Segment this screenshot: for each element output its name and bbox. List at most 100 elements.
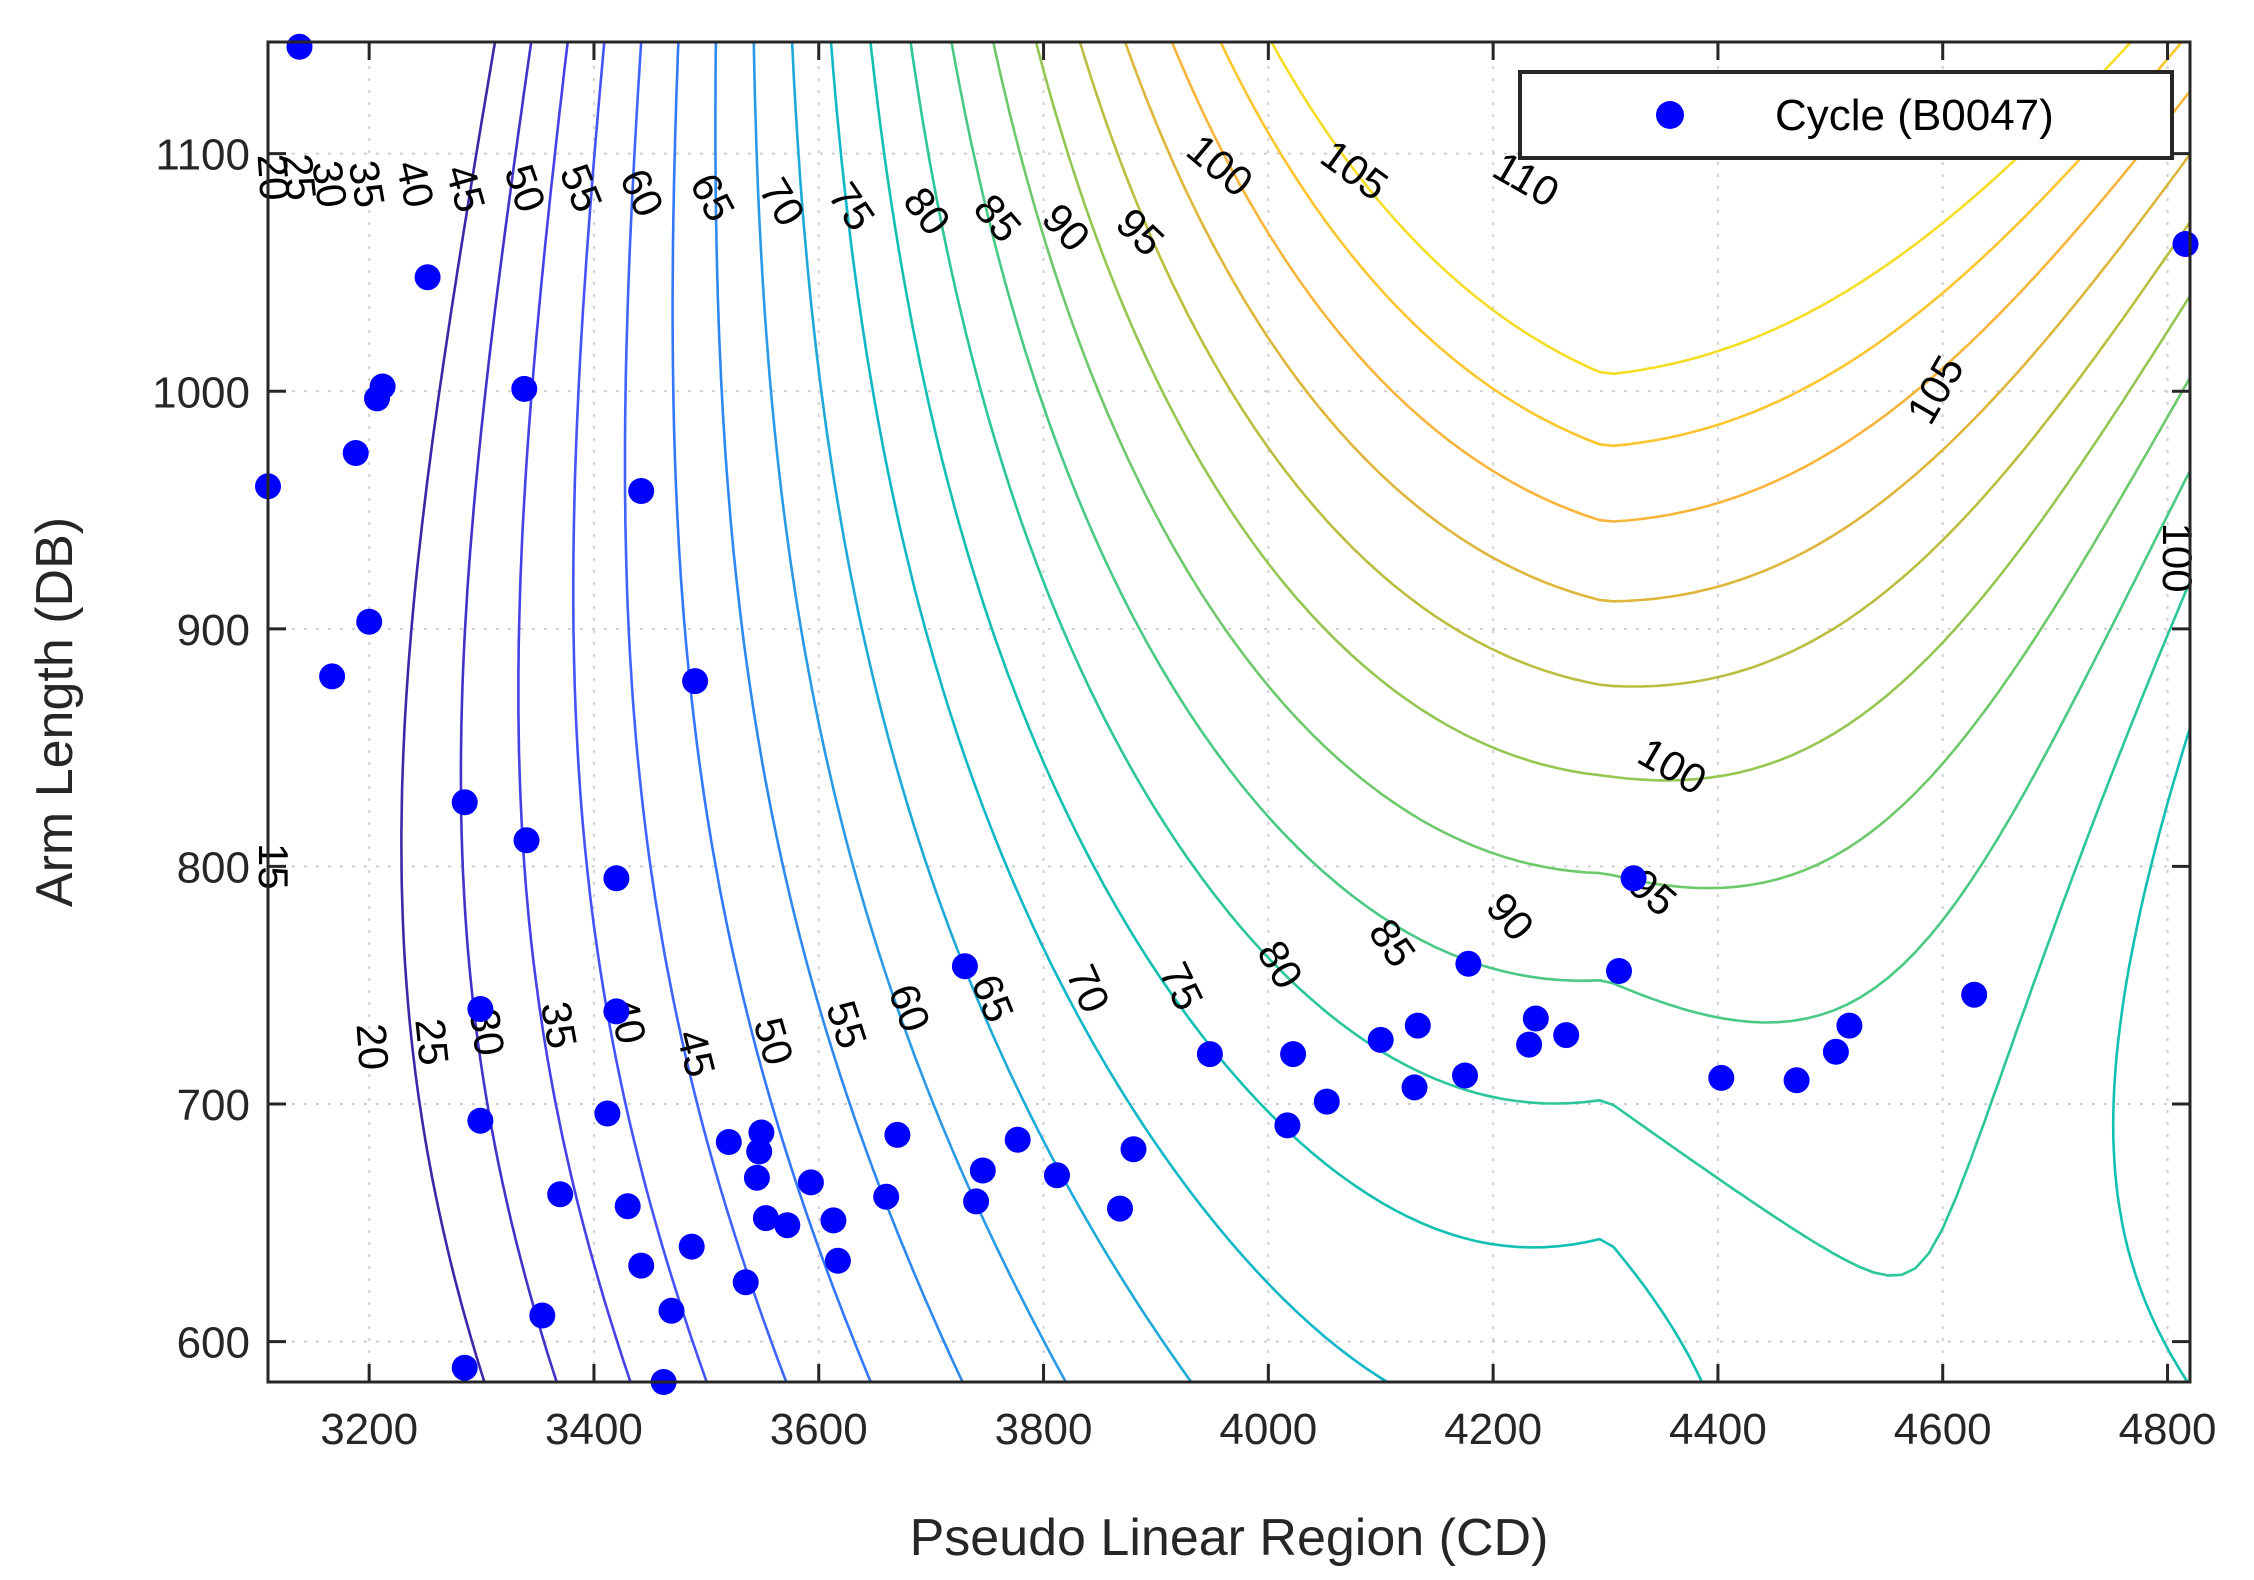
data-point [746, 1138, 773, 1165]
legend: Cycle (B0047) [1518, 70, 2174, 160]
contour-label: 45 [437, 159, 495, 217]
contour-line-90 [1078, 42, 2190, 688]
contour-label: 25 [274, 151, 326, 202]
data-point [1783, 1067, 1810, 1094]
data-point [1961, 981, 1988, 1008]
data-point [603, 998, 630, 1025]
data-point [748, 1119, 775, 1146]
contour-label: 105 [1897, 348, 1973, 432]
y-tick-label: 1000 [152, 368, 250, 417]
contour-label: 70 [1057, 958, 1119, 1020]
data-point [342, 440, 369, 466]
contour-line-55 [790, 42, 1193, 1382]
x-tick-label: 4000 [1219, 1405, 1317, 1454]
contour-label: 20 [348, 1022, 398, 1072]
contour-line-60 [829, 42, 1389, 1382]
y-axis-label: Arm Length (DB) [26, 517, 84, 907]
y-tick-labels: 600 700 800 900 1000 1100 [152, 131, 250, 1368]
data-point [820, 1207, 847, 1234]
data-points [255, 33, 2199, 1395]
data-point [1367, 1026, 1394, 1053]
data-point [511, 375, 538, 402]
contour-label: 30 [303, 158, 356, 211]
data-point [467, 1107, 494, 1134]
data-point [1404, 1012, 1431, 1039]
contour-label: 50 [745, 1012, 803, 1070]
contour-line-70 [909, 42, 2190, 1277]
x-tick-label: 3200 [320, 1405, 418, 1454]
x-tick-label: 4200 [1444, 1405, 1542, 1454]
contour-label: 50 [495, 158, 555, 217]
data-point [743, 1164, 770, 1191]
data-point [1004, 1126, 1031, 1153]
contour-line-25 [517, 42, 632, 1382]
axes-frame [266, 40, 2192, 1384]
contour-line-45 [714, 42, 964, 1382]
data-point [1822, 1038, 1849, 1065]
contour-label: 45 [668, 1025, 725, 1082]
data-point [628, 1252, 655, 1279]
contour-label: 55 [551, 158, 612, 219]
data-point [513, 827, 540, 854]
contour-label: 105 [1312, 130, 1396, 209]
y-tick-label: 800 [177, 843, 250, 892]
x-tick-label: 4600 [1894, 1405, 1992, 1454]
data-point [1401, 1074, 1428, 1101]
data-point [319, 663, 346, 690]
contour-line-100 [1170, 42, 2190, 523]
data-point [286, 33, 313, 60]
contour-label: 85 [1360, 910, 1425, 975]
contour-lines [400, 42, 2190, 1382]
axis-ticks [268, 42, 2190, 1382]
contour-line-75 [950, 42, 2190, 1024]
data-point [603, 865, 630, 892]
y-tick-label: 700 [177, 1081, 250, 1130]
data-point [364, 385, 390, 412]
x-tick-label: 3600 [770, 1405, 868, 1454]
data-point [356, 608, 383, 635]
contour-line-30 [572, 42, 708, 1382]
contour-label: 25 [406, 1016, 458, 1067]
grid [268, 42, 2190, 1382]
legend-box [1518, 70, 2174, 160]
contour-label: 65 [681, 166, 744, 229]
x-tick-label: 3400 [545, 1405, 643, 1454]
data-point [414, 264, 441, 291]
contour-label: 60 [880, 978, 940, 1038]
data-point [1522, 1005, 1549, 1032]
data-point [884, 1121, 911, 1148]
contour-line-95 [1123, 42, 2190, 603]
data-point [628, 478, 655, 504]
contour-label: 80 [1248, 933, 1312, 997]
data-point [797, 1169, 824, 1196]
contour-line-85 [1034, 42, 2190, 782]
contour-label: 80 [894, 178, 960, 244]
contour-line-40 [671, 42, 872, 1382]
data-point [678, 1233, 705, 1260]
data-point [1120, 1136, 1147, 1163]
contour-label: 90 [1477, 884, 1543, 950]
contour-label: 60 [611, 162, 673, 224]
data-point [951, 953, 978, 980]
contour-line-35 [623, 42, 788, 1382]
data-point [547, 1181, 574, 1208]
x-tick-labels: 3200 3400 3600 3800 4000 4200 4400 4600 4800 [320, 1405, 2216, 1454]
data-point [1196, 1041, 1223, 1068]
y-tick-label: 900 [177, 606, 250, 655]
y-tick-label: 600 [177, 1319, 250, 1368]
data-point [1708, 1064, 1735, 1091]
contour-label: 100 [1630, 728, 1714, 804]
data-point [1044, 1162, 1070, 1189]
contour-label: 20 [249, 152, 299, 202]
data-point [614, 1193, 641, 1220]
contour-label: 90 [1033, 194, 1099, 260]
data-point [969, 1157, 996, 1184]
contour-line-80 [992, 42, 2190, 890]
contour-label: 35 [340, 157, 394, 211]
contour-label: 95 [1107, 199, 1173, 265]
data-point [1516, 1031, 1543, 1058]
contour-line-50 [752, 42, 1068, 1382]
data-point [752, 1205, 779, 1232]
contour-label: 35 [532, 998, 586, 1052]
